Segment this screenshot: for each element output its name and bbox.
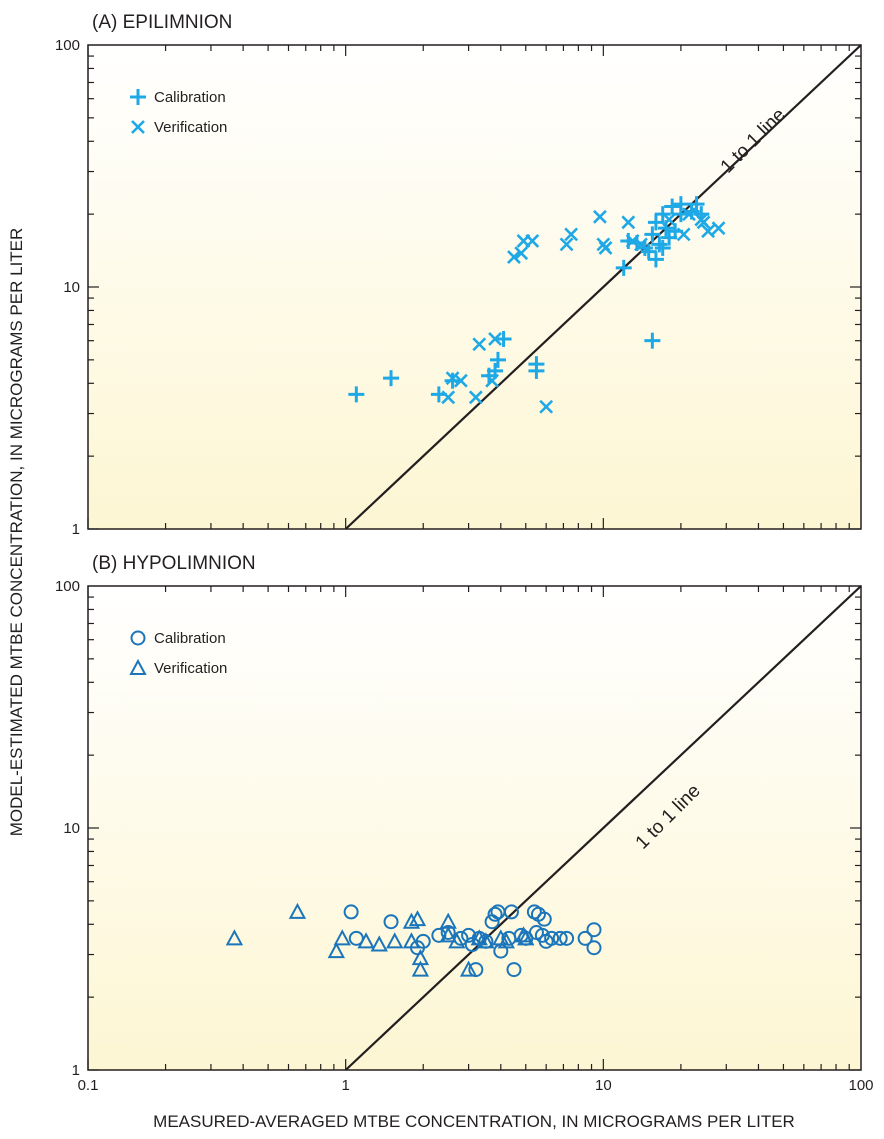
- panel-b-legend-label-calibration: Calibration: [154, 630, 226, 647]
- panel-a-legend-label-calibration: Calibration: [154, 89, 226, 106]
- y-tick-label: 10: [63, 820, 80, 837]
- panel-a-title: (A) EPILIMNION: [92, 12, 232, 33]
- panel-b-plot-area: [88, 586, 861, 1070]
- x-tick-label: 1: [341, 1077, 349, 1094]
- y-axis-title: MODEL-ESTIMATED MTBE CONCENTRATION, IN M…: [7, 228, 26, 837]
- panel-b-legend-label-verification: Verification: [154, 660, 227, 677]
- x-axis-title: MEASURED-AVERAGED MTBE CONCENTRATION, IN…: [153, 1112, 795, 1131]
- y-tick-label: 100: [55, 37, 80, 54]
- panel-a-legend-label-verification: Verification: [154, 119, 227, 136]
- panel-a-plot-area: [88, 45, 861, 529]
- x-tick-label: 100: [848, 1077, 873, 1094]
- y-tick-label: 100: [55, 578, 80, 595]
- y-tick-label: 10: [63, 279, 80, 296]
- y-tick-label: 1: [72, 521, 80, 538]
- x-tick-label: 10: [595, 1077, 612, 1094]
- panel-a: 1 10 100 (A) EPILIMNION Calibration Verific…: [55, 12, 861, 538]
- panel-b-title: (B) HYPOLIMNION: [92, 553, 256, 574]
- x-tick-label: 0.1: [78, 1077, 99, 1094]
